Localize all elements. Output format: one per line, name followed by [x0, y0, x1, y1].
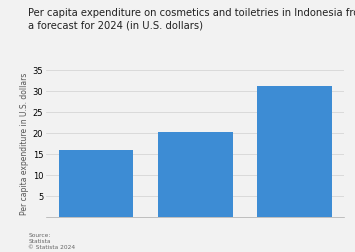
- Text: Source:
Statista
© Statista 2024: Source: Statista © Statista 2024: [28, 232, 76, 249]
- Bar: [59, 151, 133, 217]
- Text: Per capita expenditure on cosmetics and toiletries in Indonesia from 2014 to 201: Per capita expenditure on cosmetics and …: [28, 8, 355, 31]
- Y-axis label: Per capita expenditure in U.S. dollars: Per capita expenditure in U.S. dollars: [20, 73, 29, 214]
- Bar: [257, 86, 332, 217]
- Bar: [158, 133, 233, 217]
